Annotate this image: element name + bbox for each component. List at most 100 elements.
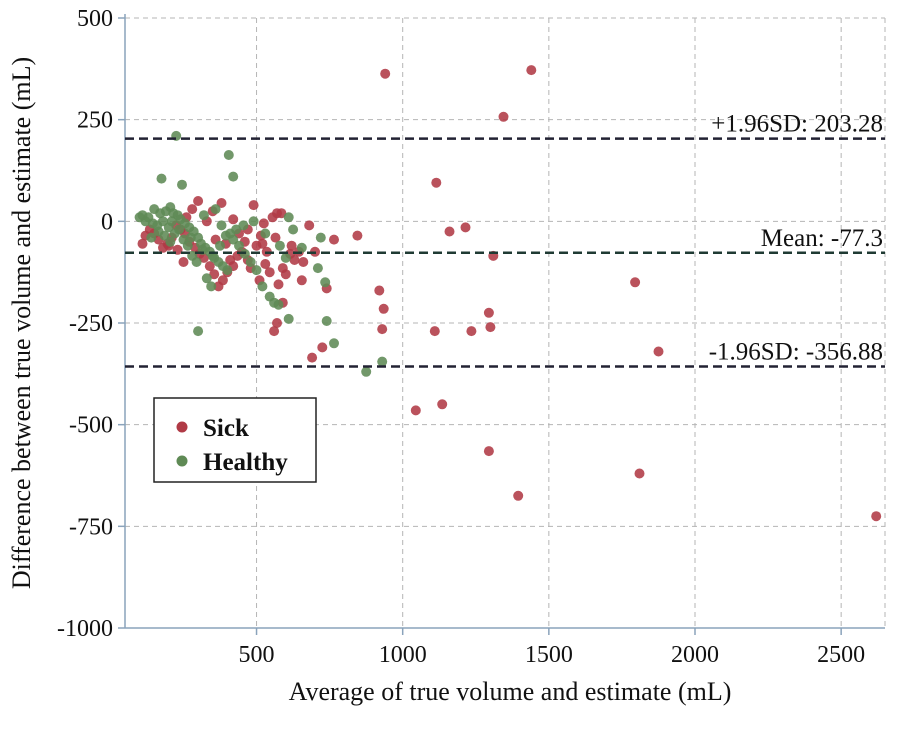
point-healthy [147, 218, 158, 229]
point-sick [630, 277, 641, 288]
point-sick [352, 230, 363, 241]
legend-label-healthy: Healthy [203, 449, 288, 476]
point-healthy [201, 273, 212, 284]
point-sick [410, 405, 421, 416]
point-sick [251, 240, 262, 251]
legend-marker-sick [176, 421, 188, 433]
legend-marker-healthy [176, 455, 188, 467]
point-healthy [198, 210, 209, 221]
point-healthy [248, 216, 259, 227]
point-sick [483, 446, 494, 457]
point-sick [380, 68, 391, 79]
data-points [134, 65, 882, 522]
legend: Sick Healthy [153, 397, 317, 483]
point-sick [653, 346, 664, 357]
point-sick [213, 281, 224, 292]
point-healthy [146, 232, 157, 243]
point-sick [209, 269, 220, 280]
x-tick-label: 1500 [525, 642, 573, 668]
point-healthy [182, 240, 193, 251]
point-healthy [223, 150, 234, 160]
point-sick [296, 275, 307, 286]
point-sick [277, 263, 288, 274]
point-healthy [257, 281, 268, 292]
point-sick [193, 196, 204, 206]
point-healthy [296, 242, 307, 253]
y-tick-label: 500 [77, 6, 113, 32]
point-healthy [191, 257, 202, 267]
point-healthy [288, 224, 299, 235]
point-healthy [228, 171, 239, 182]
point-sick [526, 65, 537, 76]
point-sick [378, 303, 389, 314]
x-tick-label: 500 [239, 642, 275, 668]
point-sick [187, 204, 198, 215]
y-tick-label: -500 [69, 413, 113, 439]
point-sick [374, 285, 385, 296]
point-sick [483, 307, 494, 318]
point-sick [304, 220, 315, 231]
y-tick-label: -1000 [57, 616, 113, 642]
point-healthy [165, 236, 176, 247]
point-healthy [361, 366, 372, 377]
point-healthy [134, 212, 145, 223]
point-sick [178, 257, 189, 267]
point-healthy [251, 265, 262, 276]
point-sick [286, 240, 297, 251]
x-axis-title: Average of true volume and estimate (mL) [289, 677, 732, 706]
point-sick [225, 255, 236, 265]
point-healthy [321, 316, 332, 326]
point-sick [871, 511, 882, 522]
reference-label: +1.96SD: 203.28 [711, 111, 883, 138]
point-sick [269, 326, 280, 337]
point-healthy [215, 240, 225, 251]
point-sick [460, 222, 471, 233]
y-tick-label: 250 [77, 108, 113, 134]
point-healthy [206, 281, 217, 292]
point-healthy [174, 224, 185, 235]
point-healthy [315, 232, 326, 243]
point-sick [270, 232, 281, 243]
point-sick [307, 352, 318, 363]
x-tick-label: 2000 [671, 642, 719, 668]
point-sick [137, 238, 148, 249]
point-sick [513, 490, 524, 501]
x-tick-label: 2500 [817, 642, 865, 668]
point-sick [634, 468, 645, 479]
point-healthy [210, 204, 221, 215]
point-sick [258, 218, 269, 229]
point-sick [317, 342, 328, 353]
point-sick [431, 177, 442, 188]
point-healthy [193, 326, 204, 337]
y-tick-label: -750 [69, 514, 113, 540]
point-healthy [320, 277, 331, 288]
point-sick [272, 318, 282, 328]
point-healthy [245, 257, 256, 267]
point-healthy [177, 179, 187, 190]
point-healthy [234, 240, 244, 251]
point-sick [485, 322, 496, 333]
point-sick [260, 259, 271, 269]
point-sick [298, 257, 309, 267]
point-sick [437, 399, 448, 410]
reference-label: Mean: -77.3 [761, 225, 883, 252]
point-sick [329, 234, 339, 245]
axes [118, 14, 885, 635]
point-sick [377, 324, 388, 335]
legend-label-sick: Sick [203, 415, 249, 442]
point-healthy [280, 252, 291, 263]
legend-box [153, 397, 317, 483]
reference-label: -1.96SD: -356.88 [709, 338, 883, 365]
point-healthy [238, 220, 249, 231]
point-healthy [260, 228, 271, 239]
point-sick [264, 267, 275, 278]
point-healthy [377, 356, 388, 367]
reference-lines: +1.96SD: 203.28 Mean: -77.3 -1.96SD: -356.… [125, 111, 885, 368]
y-tick-label: -250 [69, 311, 113, 337]
point-healthy [156, 173, 167, 184]
point-sick [248, 200, 259, 211]
y-tick-label: 0 [101, 209, 113, 235]
point-sick [466, 326, 477, 337]
